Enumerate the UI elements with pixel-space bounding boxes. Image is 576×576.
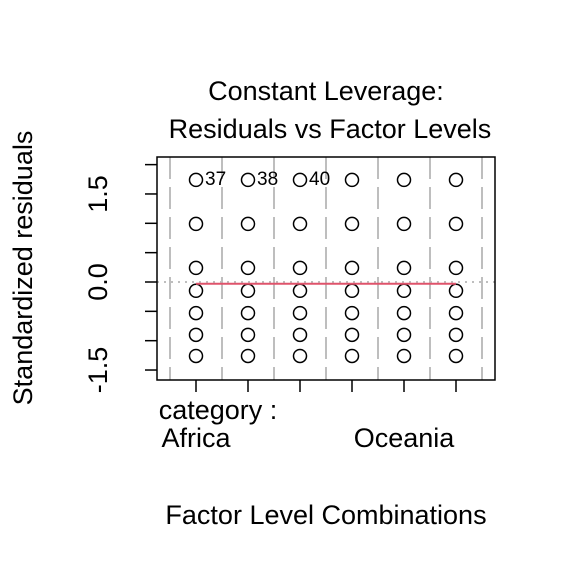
point: [188, 305, 204, 321]
point: [448, 305, 464, 321]
factor-label: category :: [159, 395, 278, 425]
point: [344, 283, 360, 299]
point: [344, 305, 360, 321]
point: [240, 172, 256, 188]
x-axis-label: Factor Level Combinations: [165, 500, 486, 530]
point: [344, 260, 360, 276]
point: [188, 172, 204, 188]
point: [344, 327, 360, 343]
point: [292, 348, 308, 364]
point: [396, 172, 412, 188]
point: [344, 348, 360, 364]
x-tick-label: Oceania: [354, 423, 456, 453]
point: [188, 283, 204, 299]
y-tick-label: 0.0: [83, 263, 113, 301]
point: [188, 327, 204, 343]
y-axis-label: Standardized residuals: [8, 131, 38, 406]
point: [448, 260, 464, 276]
point: [188, 260, 204, 276]
point: [292, 172, 308, 188]
point: [240, 305, 256, 321]
point: [396, 305, 412, 321]
point: [396, 260, 412, 276]
point: [240, 216, 256, 232]
point: [396, 348, 412, 364]
point: [240, 283, 256, 299]
point: [240, 260, 256, 276]
point: [448, 216, 464, 232]
point: [448, 172, 464, 188]
y-tick-label: 1.5: [83, 175, 113, 213]
point: [448, 283, 464, 299]
point: [396, 327, 412, 343]
chart-title: Constant Leverage:: [208, 76, 444, 106]
point-label: 40: [309, 169, 330, 190]
point: [292, 260, 308, 276]
point: [344, 216, 360, 232]
point: [292, 305, 308, 321]
point: [344, 172, 360, 188]
point: [188, 216, 204, 232]
point: [396, 216, 412, 232]
point: [292, 283, 308, 299]
point: [240, 327, 256, 343]
point: [240, 348, 256, 364]
point: [188, 348, 204, 364]
plot-frame: [156, 156, 496, 381]
point: [292, 327, 308, 343]
point-label: 38: [257, 169, 278, 190]
chart-title: Residuals vs Factor Levels: [169, 114, 492, 144]
point-label: 37: [205, 169, 226, 190]
point: [448, 348, 464, 364]
x-tick-label: Africa: [161, 423, 231, 453]
point: [396, 283, 412, 299]
point: [292, 216, 308, 232]
y-tick-label: -1.5: [83, 347, 113, 394]
point: [448, 327, 464, 343]
